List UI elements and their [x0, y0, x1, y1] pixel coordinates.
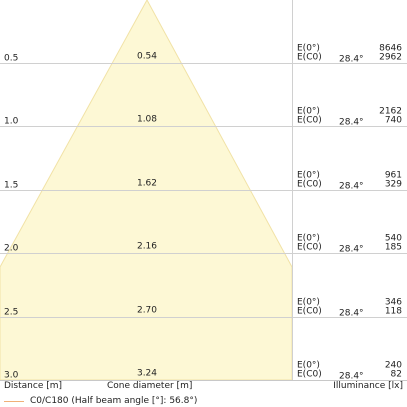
ec0-label: E(C0): [297, 116, 322, 126]
cone-diameter-value: 1.08: [137, 115, 157, 125]
ec0-label: E(C0): [297, 243, 322, 253]
cone-diameter-value: 2.70: [137, 306, 157, 316]
e0-value: 8646: [379, 44, 402, 54]
angle-value: 28.4°: [339, 55, 364, 65]
illuminance-label: Illuminance [lx]: [333, 381, 403, 391]
ec0-label: E(C0): [297, 180, 322, 190]
cone-diameter-value: 2.16: [137, 242, 157, 252]
e0-label: E(0°): [297, 44, 320, 54]
angle-value: 28.4°: [339, 118, 364, 128]
ec0-value: 740: [385, 116, 402, 126]
ec0-label: E(C0): [297, 307, 322, 317]
e0-label: E(0°): [297, 107, 320, 117]
cone-diameter-value: 3.24: [137, 369, 157, 379]
legend-label: C0/C180 (Half beam angle [°]: 56.8°): [30, 396, 198, 406]
legend-line-swatch: [4, 400, 24, 402]
cone-diameter-value: 1.62: [137, 179, 157, 189]
distance-label: 3.0: [4, 371, 19, 381]
e0-label: E(0°): [297, 361, 320, 371]
distance-label: 2.5: [4, 308, 18, 318]
legend: C0/C180 (Half beam angle [°]: 56.8°): [4, 395, 197, 407]
e0-value: 346: [385, 298, 402, 308]
distance-label: 0.5: [4, 54, 18, 64]
distance-label: 1.5: [4, 181, 18, 191]
distance-label: 2.0: [4, 244, 19, 254]
angle-value: 28.4°: [339, 309, 364, 319]
e0-value: 961: [385, 171, 402, 181]
e0-label: E(0°): [297, 171, 320, 181]
ec0-value: 185: [385, 243, 402, 253]
ec0-value: 118: [385, 307, 402, 317]
cone-diameter-label: Cone diameter [m]: [107, 381, 193, 391]
angle-value: 28.4°: [339, 182, 364, 192]
distance-label: 1.0: [4, 117, 19, 127]
angle-value: 28.4°: [339, 372, 364, 382]
e0-value: 540: [385, 234, 402, 244]
ec0-label: E(C0): [297, 370, 322, 380]
e0-value: 2162: [379, 107, 402, 117]
ec0-value: 82: [391, 370, 402, 380]
ec0-label: E(C0): [297, 53, 322, 63]
angle-value: 28.4°: [339, 245, 364, 255]
e0-label: E(0°): [297, 298, 320, 308]
ec0-value: 329: [385, 180, 402, 190]
cone-diameter-value: 0.54: [137, 52, 157, 62]
e0-value: 240: [385, 361, 402, 371]
e0-label: E(0°): [297, 234, 320, 244]
ec0-value: 2962: [379, 53, 402, 63]
distance-axis-label: Distance [m]: [4, 381, 63, 391]
